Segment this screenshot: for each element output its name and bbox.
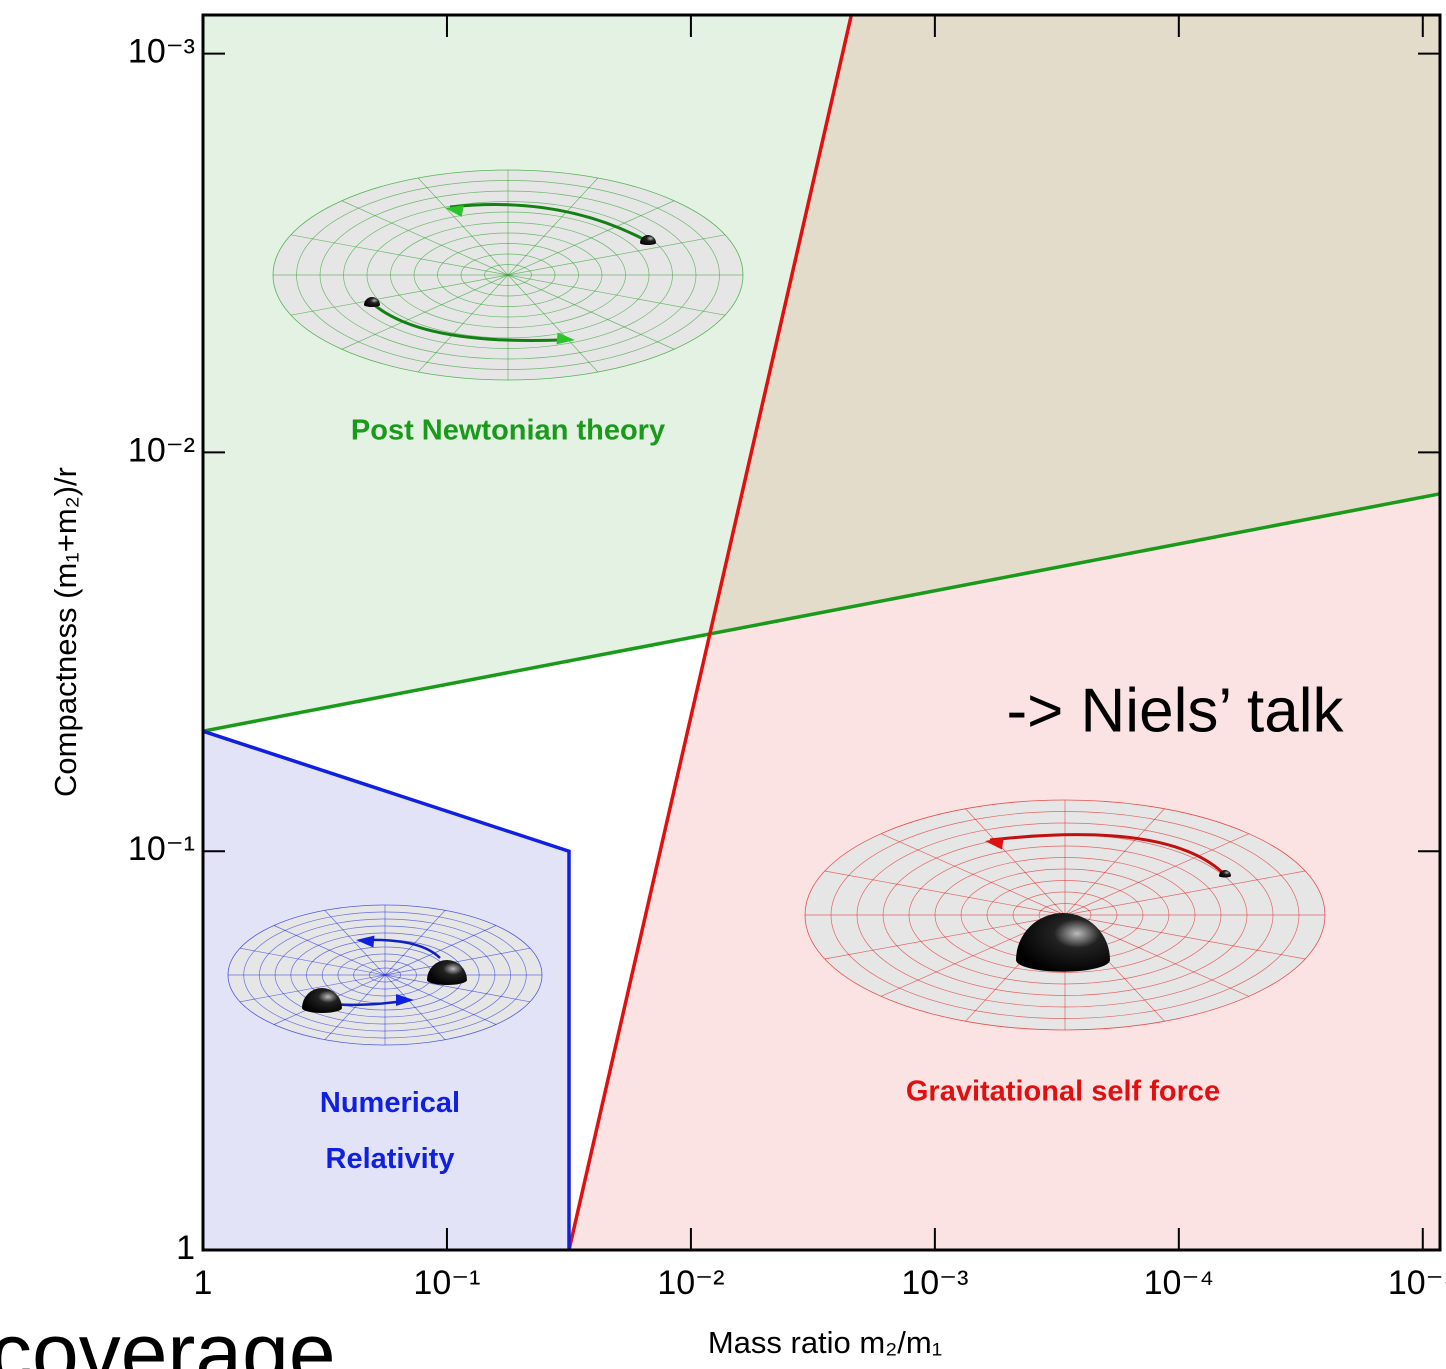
x-tick-label: 10⁻² bbox=[657, 1264, 724, 1302]
x-tick-label: 10⁻⁴ bbox=[1144, 1264, 1214, 1302]
x-tick-label: 1 bbox=[194, 1264, 213, 1302]
x-tick-label: 10⁻¹ bbox=[413, 1264, 480, 1302]
annotation: -> Niels’ talk bbox=[1006, 676, 1344, 745]
x-tick-label: 10⁻⁵ bbox=[1388, 1264, 1446, 1302]
y-tick-label: 1 bbox=[176, 1229, 195, 1267]
region-label: Post Newtonian theory bbox=[351, 415, 665, 447]
y-axis-label: Compactness (m₁+m₂)/r bbox=[48, 467, 83, 797]
y-tick-label: 10⁻¹ bbox=[128, 830, 195, 868]
chart: -> Niels’ talk coverage Mass ratio m₂/m₁… bbox=[0, 0, 1446, 1369]
x-tick-label: 10⁻³ bbox=[901, 1264, 968, 1302]
x-axis-label: Mass ratio m₂/m₁ bbox=[708, 1325, 942, 1360]
region-label: Gravitational self force bbox=[906, 1076, 1220, 1108]
y-tick-label: 10⁻² bbox=[128, 431, 195, 469]
y-tick-label: 10⁻³ bbox=[128, 33, 195, 71]
annotation: coverage bbox=[0, 1306, 336, 1369]
